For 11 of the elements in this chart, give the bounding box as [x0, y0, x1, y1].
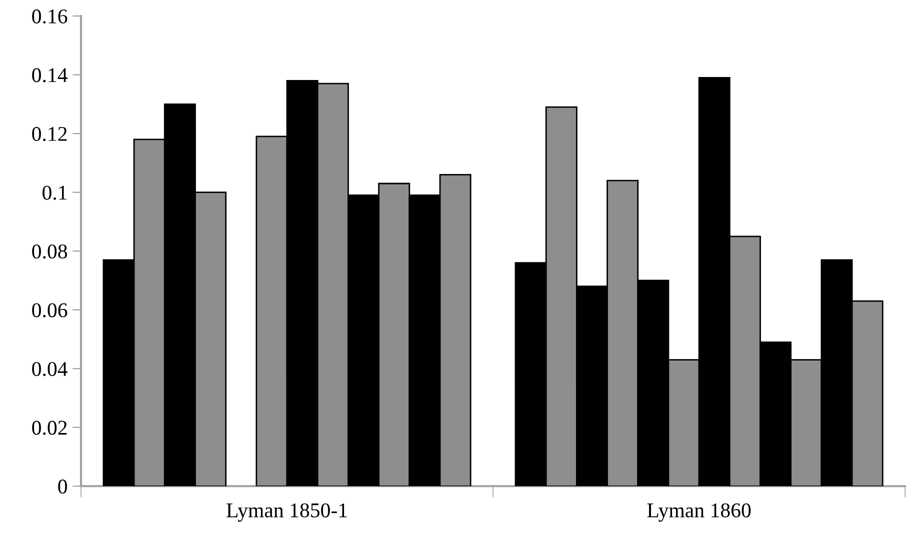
y-tick-label: 0.12 [32, 126, 67, 142]
y-tick-label: 0.16 [32, 9, 68, 24]
y-tick-label: 0.14 [32, 68, 68, 82]
y-tick-label: 0.06 [32, 303, 68, 318]
y-tick-label: 0.04 [32, 362, 68, 376]
y-tick-label: 0.08 [32, 244, 68, 259]
y-tick-label: 0.1 [42, 186, 67, 200]
y-tick-label: 0.02 [32, 420, 67, 435]
x-tick-label: Lyman 1860 [647, 503, 751, 522]
y-tick-label: 0 [58, 480, 68, 494]
x-tick-label: Lyman 1850-1 [226, 503, 347, 522]
